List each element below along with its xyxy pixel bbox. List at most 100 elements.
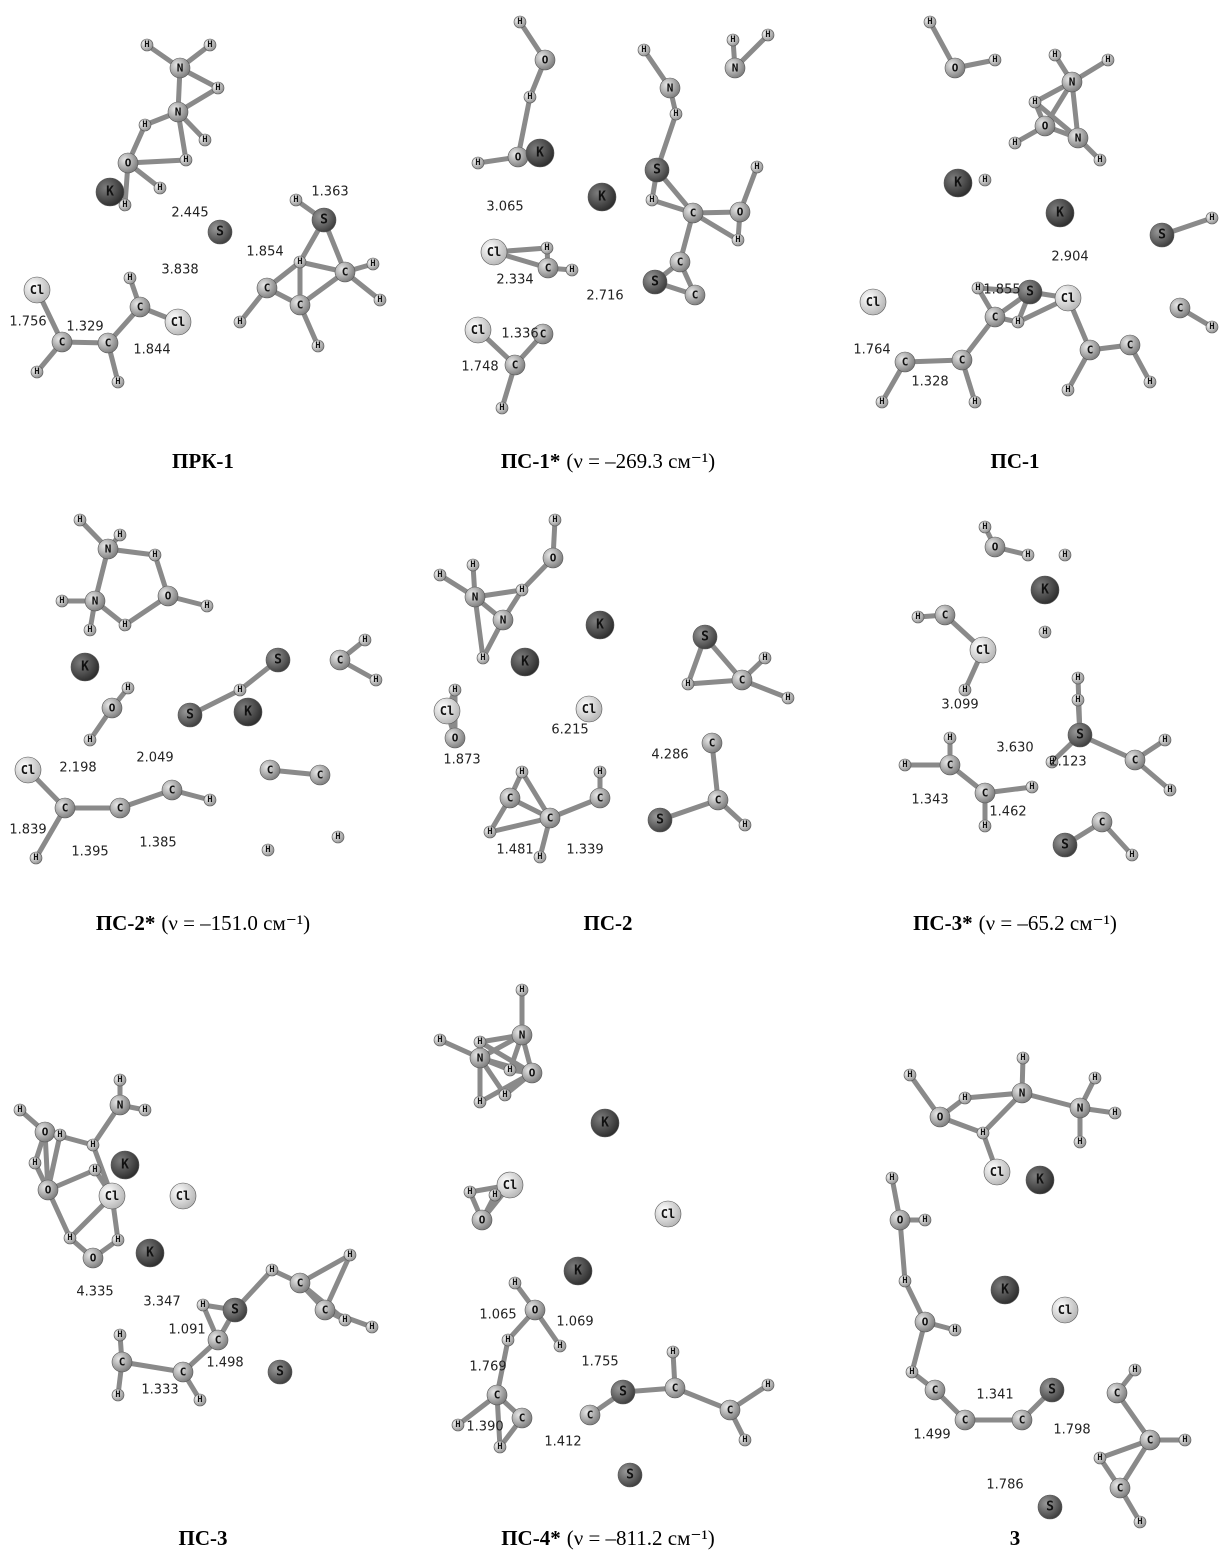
bond-distance: 4.286 bbox=[651, 748, 688, 763]
atom-label: S bbox=[320, 213, 328, 228]
atom-label: H bbox=[505, 1335, 510, 1345]
bond-distance: 1.329 bbox=[66, 320, 103, 335]
atom-label: C bbox=[1127, 339, 1134, 352]
caption: ПС-4*(ν = –811.2 см⁻¹) bbox=[501, 1526, 715, 1550]
atom-label: H bbox=[34, 367, 39, 377]
structure-label: ПРК-1 bbox=[172, 449, 234, 473]
atom-label: H bbox=[17, 1105, 22, 1115]
atom-label: C bbox=[545, 262, 552, 275]
atom-label: K bbox=[106, 185, 114, 200]
atom-label: K bbox=[521, 655, 529, 670]
atom-label: H bbox=[1020, 1053, 1025, 1063]
atom-label: C bbox=[62, 802, 69, 815]
atom-label: H bbox=[475, 158, 480, 168]
atom-label: H bbox=[922, 1215, 927, 1225]
bond-distance: 1.844 bbox=[133, 343, 170, 358]
atom-label: O bbox=[937, 1111, 944, 1124]
frequency: (ν = –65.2 см⁻¹) bbox=[979, 911, 1117, 935]
atom-label: H bbox=[649, 195, 654, 205]
atom-label: C bbox=[692, 289, 699, 302]
atom-label: N bbox=[1019, 1087, 1026, 1100]
atom-label: Cl bbox=[1058, 1303, 1072, 1317]
atom-label: Cl bbox=[171, 315, 185, 329]
atom-label: Cl bbox=[21, 763, 35, 777]
atom-label: H bbox=[347, 1250, 352, 1260]
atom-label: H bbox=[237, 685, 242, 695]
atom-label: N bbox=[667, 82, 674, 95]
bond-distance: 1.343 bbox=[911, 793, 948, 808]
atom-label: H bbox=[1092, 1073, 1097, 1083]
atom-label: H bbox=[269, 1265, 274, 1275]
atom-label: H bbox=[57, 1130, 62, 1140]
atom-label: K bbox=[1001, 1283, 1009, 1298]
bond-distance: 1.798 bbox=[1053, 1423, 1090, 1438]
atom-label: H bbox=[980, 1128, 985, 1138]
atom-label: S bbox=[1046, 1500, 1054, 1515]
structure-label: ПС-1* bbox=[501, 449, 561, 473]
atom-label: O bbox=[952, 62, 959, 75]
atom-label: H bbox=[477, 1097, 482, 1107]
atom-label: H bbox=[1029, 782, 1034, 792]
atom-label: O bbox=[550, 552, 557, 565]
atom-label: H bbox=[972, 397, 977, 407]
frequency: (ν = –151.0 см⁻¹) bbox=[161, 911, 310, 935]
atom-label: O bbox=[922, 1316, 929, 1329]
atom-label: H bbox=[342, 1315, 347, 1325]
atom-label: C bbox=[540, 328, 547, 341]
atom-label: S bbox=[186, 708, 194, 723]
atom-label: K bbox=[536, 146, 544, 161]
atom-label: O bbox=[897, 1214, 904, 1227]
atom-label: H bbox=[1062, 550, 1067, 560]
atom-label: H bbox=[480, 653, 485, 663]
atom-label: H bbox=[902, 760, 907, 770]
atom-label: H bbox=[452, 685, 457, 695]
atom-label: H bbox=[207, 40, 212, 50]
atom-label: K bbox=[601, 1116, 609, 1131]
atom-label: H bbox=[122, 620, 127, 630]
atom-label: C bbox=[117, 802, 124, 815]
atom-label: H bbox=[947, 733, 952, 743]
atom-label: C bbox=[677, 256, 684, 269]
atom-label: K bbox=[954, 176, 962, 191]
atom-label: Cl bbox=[661, 1207, 675, 1221]
atom-label: N bbox=[1075, 132, 1082, 145]
atom-label: H bbox=[115, 1390, 120, 1400]
atom-label: H bbox=[32, 1158, 37, 1168]
atom-label: H bbox=[492, 1190, 497, 1200]
atom-label: H bbox=[157, 183, 162, 193]
bond-distance: 1.336 bbox=[501, 327, 538, 342]
atom-label: O bbox=[515, 151, 522, 164]
atom-label: H bbox=[237, 317, 242, 327]
atom-label: S bbox=[216, 225, 224, 240]
atom-label: K bbox=[1041, 583, 1049, 598]
atom-label: C bbox=[739, 674, 746, 687]
atom-label: C bbox=[1132, 754, 1139, 767]
bond-distance: 1.855 bbox=[983, 283, 1020, 298]
bond-distance: 1.499 bbox=[913, 1428, 950, 1443]
atom-label: S bbox=[651, 275, 659, 290]
bond-distance: 1.756 bbox=[9, 315, 46, 330]
bond-distance: 1.363 bbox=[311, 185, 348, 200]
bond-distance: 1.462 bbox=[989, 805, 1026, 820]
atom-label: H bbox=[537, 852, 542, 862]
atom-label: N bbox=[177, 62, 184, 75]
atom-label: H bbox=[557, 1341, 562, 1351]
atom-label: H bbox=[437, 1035, 442, 1045]
atom-label: H bbox=[742, 1435, 747, 1445]
atom-label: H bbox=[115, 1235, 120, 1245]
atom-label: Cl bbox=[1061, 291, 1075, 305]
bond-distance: 2.049 bbox=[136, 751, 173, 766]
atom-label: O bbox=[125, 157, 132, 170]
bond-distance: 1.339 bbox=[566, 843, 603, 858]
atom-label: H bbox=[1132, 1365, 1137, 1375]
atom-label: H bbox=[1032, 97, 1037, 107]
atom-label: H bbox=[742, 820, 747, 830]
atom-label: S bbox=[701, 630, 709, 645]
atom-label: H bbox=[754, 162, 759, 172]
atom-label: H bbox=[962, 1093, 967, 1103]
atom-label: H bbox=[765, 1380, 770, 1390]
atom-label: H bbox=[1209, 213, 1214, 223]
atom-label: C bbox=[992, 311, 999, 324]
atom-label: O bbox=[109, 702, 116, 715]
atom-label: H bbox=[502, 1090, 507, 1100]
